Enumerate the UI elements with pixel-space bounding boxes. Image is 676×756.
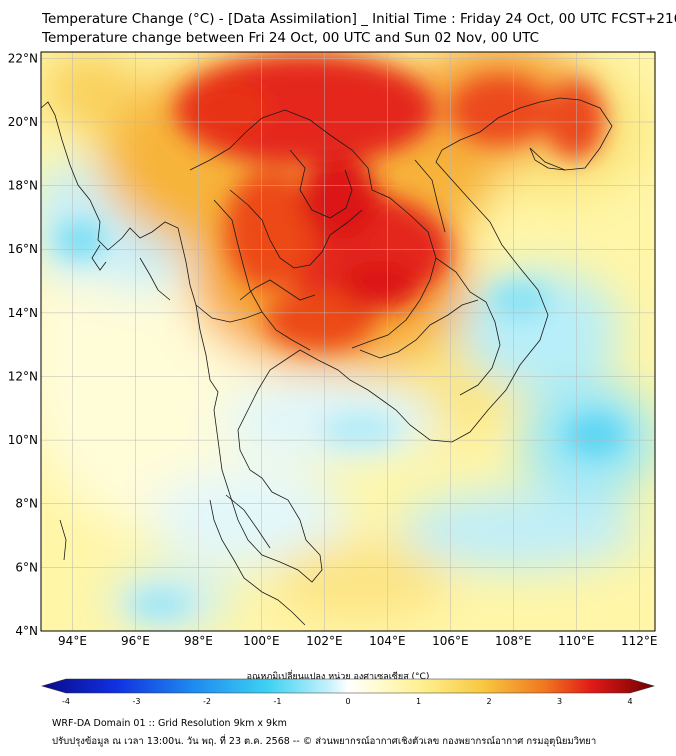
graticule [41, 52, 655, 631]
colorbar-title: อุณหภูมิเปลี่ยนแปลง หน่วย องศาเซลเซียส (… [246, 672, 430, 682]
map-title: Temperature Change (°C) - [Data Assimila… [42, 11, 676, 27]
footer-model-info: WRF-DA Domain 01 :: Grid Resolution 9km … [52, 718, 287, 729]
colorbar: -4 -3 -2 -1 0 1 2 3 4 [40, 678, 656, 706]
lat-tick-label: 6°N [15, 560, 38, 574]
temperature-field [41, 52, 655, 631]
colorbar-tick-label: 1 [416, 697, 421, 706]
country-borders [41, 97, 613, 626]
colorbar-tick-label: 3 [557, 697, 562, 706]
lon-tick-label: 94°E [58, 634, 87, 648]
lat-tick-label: 20°N [8, 115, 38, 129]
lat-tick-label: 8°N [15, 497, 38, 511]
colorbar-tick-label: 2 [486, 697, 491, 706]
colorbar-tick-label: -3 [133, 697, 141, 706]
colorbar-tick-label: 4 [627, 697, 632, 706]
colorbar-tick-label: 0 [345, 697, 350, 706]
lat-tick-label: 14°N [8, 306, 38, 320]
lat-tick-label: 22°N [8, 51, 38, 65]
lon-tick-label: 102°E [306, 634, 343, 648]
lon-tick-label: 104°E [369, 634, 406, 648]
lon-tick-label: 112°E [621, 634, 658, 648]
footer-update-info: ปรับปรุงข้อมูล ณ เวลา 13:00น. วัน พฤ. ที… [52, 736, 597, 747]
longitude-labels: 94°E 96°E 98°E 100°E 102°E 104°E 106°E 108°E 110… [58, 634, 657, 648]
map-subtitle: Temperature change between Fri 24 Oct, 0… [42, 30, 540, 46]
colorbar-gradient [40, 678, 656, 694]
lon-tick-label: 100°E [243, 634, 280, 648]
colorbar-tick-label: -1 [274, 697, 282, 706]
temperature-map: 22°N 20°N 18°N 16°N 14°N 12°N 10°N 8°N 6°N 4°N 94… [8, 51, 658, 648]
lon-tick-label: 110°E [558, 634, 595, 648]
lat-tick-label: 12°N [8, 369, 38, 383]
colorbar-tick-label: -4 [62, 697, 70, 706]
lon-tick-label: 106°E [432, 634, 469, 648]
colorbar-tick-label: -2 [203, 697, 211, 706]
lat-tick-label: 10°N [8, 433, 38, 447]
lat-tick-label: 18°N [8, 179, 38, 193]
lat-tick-label: 4°N [15, 624, 38, 638]
colorbar-ticks: -4 -3 -2 -1 0 1 2 3 4 [62, 697, 633, 706]
lon-tick-label: 98°E [184, 634, 213, 648]
lon-tick-label: 96°E [121, 634, 150, 648]
lon-tick-label: 108°E [495, 634, 532, 648]
lat-tick-label: 16°N [8, 242, 38, 256]
latitude-labels: 22°N 20°N 18°N 16°N 14°N 12°N 10°N 8°N 6°N 4°N [8, 51, 38, 638]
